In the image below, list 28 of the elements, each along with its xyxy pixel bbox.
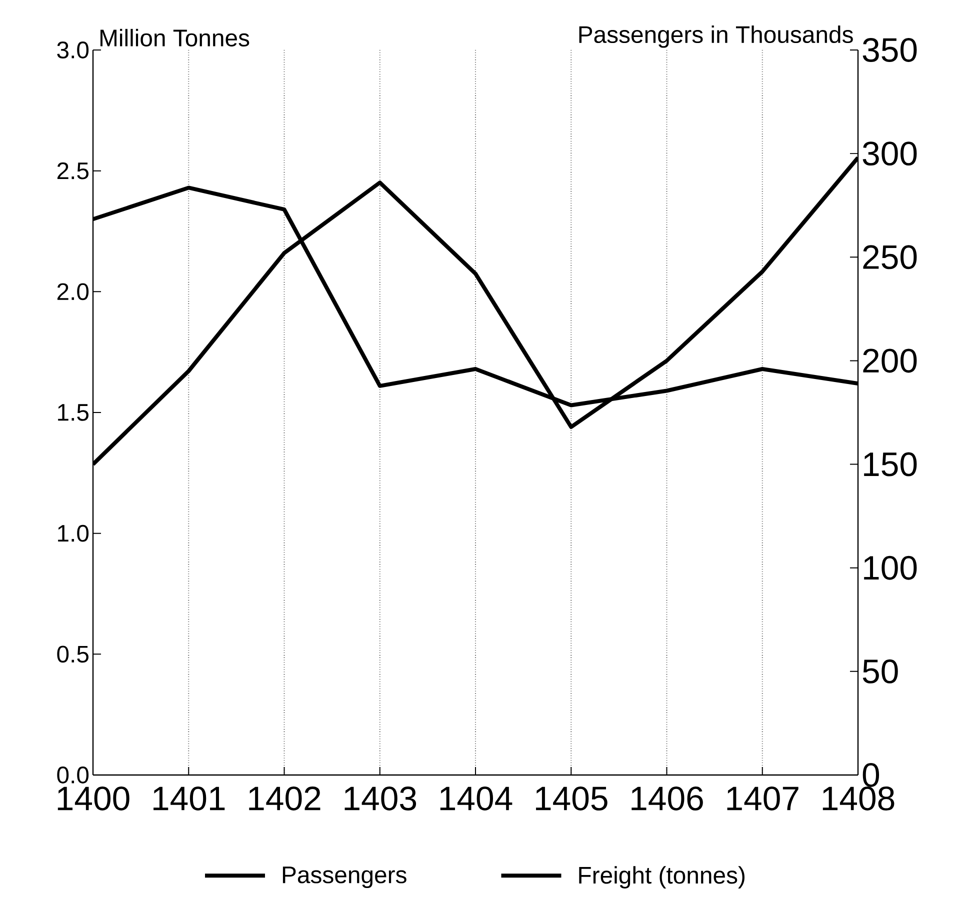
x-tick-label: 1404 bbox=[440, 786, 512, 810]
y-tick-label: 1.0 bbox=[58, 524, 89, 542]
y2-tick-label: 200 bbox=[863, 348, 917, 373]
legend-label: Freight (tonnes) bbox=[579, 866, 744, 888]
y-tick-label: 0.0 bbox=[57, 766, 89, 784]
x-tick-label: 1405 bbox=[536, 786, 608, 810]
legend-label: Passengers bbox=[282, 866, 406, 888]
y2-tick-label: 250 bbox=[863, 245, 917, 270]
y-tick-label: 2.5 bbox=[57, 162, 88, 180]
y2-tick-label: 50 bbox=[862, 659, 898, 684]
x-tick-label: 1406 bbox=[632, 786, 703, 810]
x-tick-label: 1402 bbox=[249, 786, 320, 810]
y2-tick-label: 300 bbox=[862, 142, 917, 166]
x-tick-label: 1408 bbox=[822, 786, 894, 810]
y2-tick-label: 0 bbox=[862, 763, 880, 787]
y2-axis-title: Passengers in Thousands bbox=[579, 26, 853, 48]
y-axis-title: Million Tonnes bbox=[100, 28, 250, 46]
x-tick-label: 1407 bbox=[727, 786, 798, 810]
y2-tick-label: 350 bbox=[862, 38, 917, 62]
y-tick-label: 1.5 bbox=[58, 404, 88, 421]
y2-tick-label: 150 bbox=[864, 452, 917, 476]
y-tick-label: 0.5 bbox=[57, 646, 88, 663]
y2-tick-label: 100 bbox=[864, 556, 917, 580]
y-tick-label: 3.0 bbox=[57, 42, 89, 58]
x-tick-label: 1403 bbox=[344, 786, 416, 810]
y-tick-label: 2.0 bbox=[57, 283, 89, 300]
x-tick-label: 1401 bbox=[154, 786, 225, 810]
x-tick-label: 1400 bbox=[58, 786, 130, 810]
